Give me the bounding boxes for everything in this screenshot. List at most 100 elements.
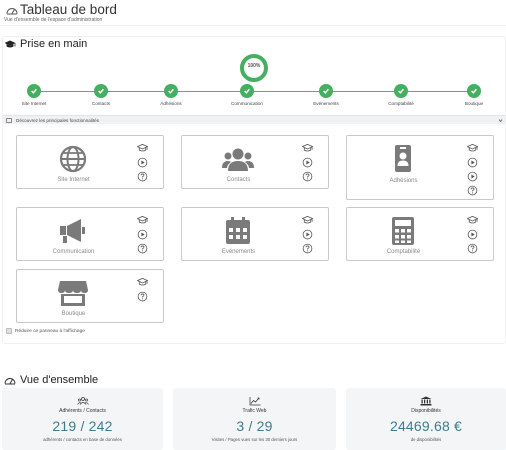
stat-card-funds[interactable]: Disponibilités 24469.68 € de disponibili… <box>346 388 506 450</box>
play-circle-icon[interactable] <box>467 155 478 168</box>
onboarding-step-label: Communication <box>231 101 263 106</box>
feature-card[interactable]: Evénements <box>181 207 329 261</box>
help-circle-icon[interactable] <box>302 241 313 254</box>
help-circle-icon[interactable] <box>302 169 313 182</box>
features-toggle-label: Découvrez les principales fonctionnalité… <box>16 117 99 123</box>
play-circle-icon[interactable] <box>302 227 313 240</box>
calculator-icon <box>392 217 414 245</box>
feature-card-label: Communication <box>52 249 95 255</box>
header-divider <box>0 25 506 26</box>
help-circle-icon[interactable] <box>137 169 148 182</box>
megaphone-icon <box>60 219 85 243</box>
play-circle-icon[interactable] <box>137 155 148 168</box>
onboarding-step-label: Boutique <box>464 101 484 106</box>
feature-card-label: Adhésions <box>389 178 418 184</box>
onboarding-step[interactable]: Comptabilité <box>371 84 431 106</box>
graduation-cap-icon <box>4 40 16 47</box>
help-circle-icon[interactable] <box>467 241 478 254</box>
onboarding-step-label: Contacts <box>91 101 111 106</box>
stat-card-members[interactable]: Adhérents / Contacts 219 / 242 adhérents… <box>2 388 163 450</box>
graduation-cap-icon[interactable] <box>136 275 149 286</box>
play-circle-icon[interactable] <box>467 169 478 182</box>
feature-card[interactable]: Comptabilité <box>346 207 494 261</box>
graduation-cap-icon[interactable] <box>136 213 149 224</box>
check-icon <box>240 84 254 98</box>
progress-gauge <box>239 54 268 82</box>
stat-note: de disponibilités <box>410 437 442 442</box>
overview-title: Vue d'ensemble <box>20 374 99 386</box>
onboarding-step[interactable]: Evénements <box>296 84 356 106</box>
feature-card-label: Boutique <box>61 311 86 317</box>
people-group-icon <box>76 397 89 405</box>
onboarding-step-label: Evénements <box>313 101 339 106</box>
reduce-panel-label: Réduire ce panneau à l'affichage <box>15 328 85 334</box>
reduce-panel-checkbox[interactable] <box>6 328 12 334</box>
page-title: Tableau de bord <box>20 2 117 17</box>
globe-icon <box>59 145 87 173</box>
feature-card[interactable]: Boutique <box>16 269 164 323</box>
flag-icon <box>6 117 12 123</box>
stat-note: adhérents / contacts en base de données <box>43 437 122 442</box>
check-icon <box>164 84 178 98</box>
steps-track <box>34 91 474 92</box>
dashboard-gauge-icon <box>4 377 16 384</box>
graduation-cap-icon[interactable] <box>136 141 149 152</box>
graduation-cap-icon[interactable] <box>301 213 314 224</box>
reduce-panel-option[interactable]: Réduire ce panneau à l'affichage <box>6 328 85 334</box>
onboarding-step[interactable]: Site Internet <box>4 84 64 106</box>
progress-percent: 100% <box>247 63 261 69</box>
page-header: Tableau de bord Vue d'ensemble de l'espa… <box>4 2 504 24</box>
chart-line-icon <box>249 397 260 406</box>
play-circle-icon[interactable] <box>302 155 313 168</box>
stat-card-traffic[interactable]: Trafic Web 3 / 29 Visites / Pages vues s… <box>173 388 336 450</box>
users-icon <box>222 148 254 171</box>
calendar-icon <box>226 217 250 244</box>
stat-value: 219 / 242 <box>52 418 113 434</box>
help-circle-icon[interactable] <box>137 289 148 302</box>
stat-title: Disponibilités <box>411 408 441 414</box>
onboarding-step[interactable]: Adhésions <box>141 84 201 106</box>
page-subtitle: Vue d'ensemble de l'espace d'administrat… <box>4 17 103 23</box>
stat-title: Trafic Web <box>242 408 267 414</box>
chevron-down-icon[interactable] <box>498 118 503 123</box>
onboarding-step-label: Comptabilité <box>388 101 414 106</box>
feature-card[interactable]: Adhésions <box>346 135 494 200</box>
overview-section-head: Vue d'ensemble <box>4 374 98 386</box>
play-circle-icon[interactable] <box>467 227 478 240</box>
bank-icon <box>420 396 432 406</box>
graduation-cap-icon[interactable] <box>301 141 314 152</box>
stat-value: 24469.68 € <box>389 418 463 434</box>
graduation-cap-icon[interactable] <box>466 141 479 152</box>
onboarding-step-label: Site Internet <box>21 101 47 106</box>
onboarding-step[interactable]: Contacts <box>71 84 131 106</box>
feature-card[interactable]: Communication <box>16 207 164 261</box>
check-icon <box>27 84 41 98</box>
help-circle-icon[interactable] <box>137 241 148 254</box>
check-icon <box>94 84 108 98</box>
feature-card[interactable]: Contacts <box>181 135 329 189</box>
help-circle-icon[interactable] <box>467 183 478 196</box>
stat-title: Adhérents / Contacts <box>59 408 106 414</box>
feature-card-label: Contacts <box>226 177 251 183</box>
check-icon <box>394 84 408 98</box>
check-icon <box>319 84 333 98</box>
feature-card-label: Site Internet <box>57 177 90 183</box>
graduation-cap-icon[interactable] <box>466 213 479 224</box>
onboarding-step[interactable]: Communication <box>217 84 277 106</box>
play-circle-icon[interactable] <box>137 227 148 240</box>
id-badge-icon <box>395 145 411 172</box>
stat-note: Visites / Pages vues sur les 30 derniers… <box>211 437 298 442</box>
onboarding-section-head: Prise en main <box>4 38 87 50</box>
features-toggle-bar[interactable]: Découvrez les principales fonctionnalité… <box>2 115 506 124</box>
onboarding-step-label: Adhésions <box>160 101 182 106</box>
feature-card-label: Comptabilité <box>386 249 421 255</box>
check-icon <box>467 84 481 98</box>
feature-card-label: Evénements <box>221 249 256 255</box>
onboarding-title: Prise en main <box>20 38 88 50</box>
feature-card[interactable]: Site Internet <box>16 135 164 189</box>
stat-value: 3 / 29 <box>236 418 273 434</box>
onboarding-step[interactable]: Boutique <box>444 84 504 106</box>
dashboard-gauge-icon <box>6 8 18 15</box>
store-icon <box>58 281 88 306</box>
